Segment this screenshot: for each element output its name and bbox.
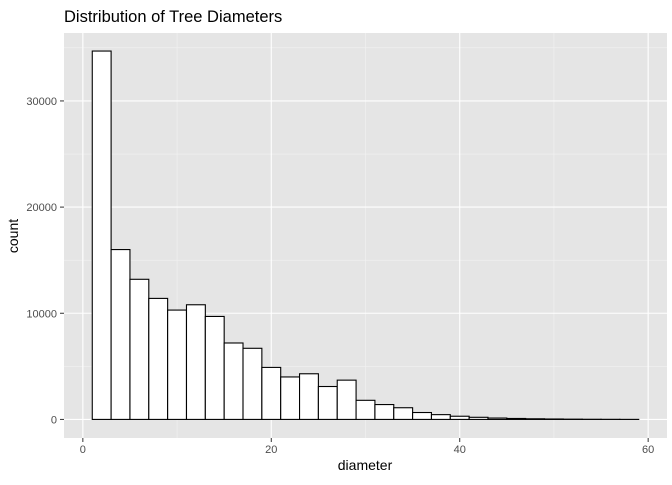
x-tick-label: 40	[454, 444, 466, 456]
histogram-bar	[205, 316, 224, 419]
x-tick-label: 20	[265, 444, 277, 456]
histogram-bar	[300, 374, 319, 420]
histogram-bar	[469, 417, 488, 419]
histogram-bar	[149, 298, 168, 419]
histogram-bar	[186, 305, 205, 420]
y-axis-title: count	[5, 219, 21, 253]
x-tick-label: 60	[642, 444, 654, 456]
x-axis-ticks: 0 20 40 60	[80, 438, 655, 456]
y-tick-label: 10000	[26, 308, 57, 320]
histogram-bar	[224, 343, 243, 419]
x-axis-title: diameter	[338, 457, 393, 473]
y-tick-label: 30000	[26, 96, 57, 108]
histogram-bar	[318, 387, 337, 420]
histogram-bar	[243, 348, 262, 419]
histogram-bar	[130, 279, 149, 419]
chart-title: Distribution of Tree Diameters	[64, 8, 282, 26]
y-tick-label: 0	[51, 414, 57, 426]
histogram-bar	[168, 310, 187, 419]
histogram-bar	[111, 250, 130, 420]
histogram-bar	[413, 413, 432, 420]
histogram-bar	[281, 377, 300, 419]
histogram-bar	[488, 418, 507, 419]
histogram-bar	[431, 415, 450, 420]
y-tick-label: 20000	[26, 202, 57, 214]
x-tick-label: 0	[80, 444, 86, 456]
y-axis-ticks: 0 10000 20000 30000	[26, 96, 64, 426]
histogram-bar	[356, 400, 375, 419]
histogram-bar	[450, 416, 469, 419]
histogram-bar	[507, 418, 526, 419]
histogram-bar	[262, 367, 281, 419]
histogram-bar	[92, 51, 111, 419]
histogram-bar	[526, 419, 545, 420]
histogram-bar	[337, 380, 356, 419]
histogram-bar	[394, 408, 413, 420]
histogram-bar	[375, 405, 394, 420]
